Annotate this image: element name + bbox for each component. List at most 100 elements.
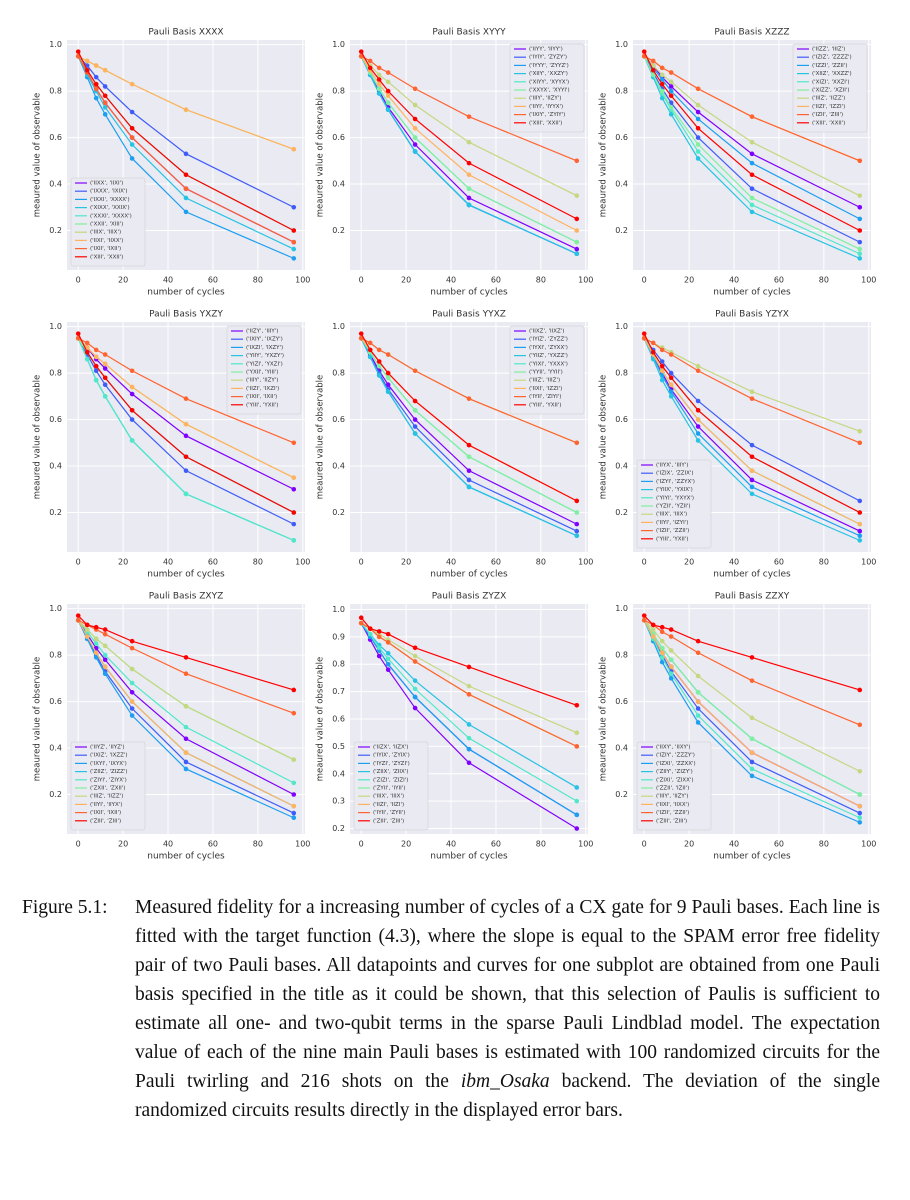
data-point bbox=[291, 810, 297, 816]
y-tick-label: 0.8 bbox=[49, 87, 62, 96]
data-point bbox=[367, 58, 373, 64]
data-point bbox=[749, 209, 755, 215]
data-point bbox=[668, 79, 674, 85]
legend-label: ('IIIZ', 'IIZZ') bbox=[90, 794, 123, 800]
data-point bbox=[84, 634, 90, 639]
data-point bbox=[466, 114, 472, 119]
data-point bbox=[183, 209, 189, 215]
data-point bbox=[291, 803, 297, 809]
data-point bbox=[129, 699, 135, 704]
data-point bbox=[183, 151, 189, 157]
chart-title: Pauli Basis XZZZ bbox=[714, 28, 789, 38]
data-point bbox=[412, 678, 418, 683]
data-point bbox=[385, 370, 391, 376]
legend-label: ('IZZI', 'ZZII') bbox=[812, 63, 847, 69]
data-point bbox=[668, 627, 674, 632]
data-point bbox=[574, 193, 580, 198]
data-point bbox=[93, 86, 99, 92]
data-point bbox=[376, 634, 382, 640]
data-point bbox=[102, 375, 108, 381]
data-point bbox=[650, 67, 656, 73]
data-point bbox=[183, 195, 189, 201]
data-point bbox=[385, 107, 391, 112]
data-point bbox=[376, 86, 382, 92]
data-point bbox=[695, 407, 701, 413]
legend-label: ('IIIY', 'IIZY') bbox=[246, 378, 278, 384]
data-point bbox=[376, 81, 382, 87]
data-point bbox=[358, 331, 364, 336]
data-point bbox=[695, 699, 701, 704]
data-point bbox=[367, 347, 373, 353]
legend-box bbox=[226, 325, 302, 415]
legend-label: ('YIIZ', 'YXZZ') bbox=[529, 353, 568, 359]
x-tick-label: 40 bbox=[729, 840, 739, 849]
y-tick-label: 0.6 bbox=[332, 715, 345, 724]
data-point bbox=[857, 216, 863, 222]
data-point bbox=[102, 671, 108, 676]
data-point bbox=[129, 645, 135, 651]
data-point bbox=[695, 720, 701, 725]
data-point bbox=[695, 363, 701, 369]
legend-label: ('XXXI', 'XXXX') bbox=[90, 213, 132, 219]
data-point bbox=[385, 631, 391, 637]
legend-label: ('IIXX', 'IIXI') bbox=[90, 181, 123, 187]
data-point bbox=[385, 382, 391, 388]
y-tick-label: 0.9 bbox=[332, 632, 345, 641]
data-point bbox=[102, 382, 108, 388]
data-point bbox=[376, 373, 382, 378]
legend-label: ('IIZI', 'IZZI') bbox=[812, 104, 845, 110]
x-tick-label: 20 bbox=[401, 276, 411, 285]
data-point bbox=[376, 653, 382, 659]
data-point bbox=[412, 686, 418, 692]
data-point bbox=[668, 664, 674, 670]
data-point bbox=[695, 650, 701, 656]
data-point bbox=[650, 340, 656, 346]
data-point bbox=[466, 683, 472, 689]
data-point bbox=[376, 65, 382, 71]
legend-label: ('ZIIY', 'ZIZY') bbox=[656, 769, 693, 775]
legend-label: ('IIIX', 'IIIX') bbox=[373, 794, 404, 800]
data-point bbox=[749, 396, 755, 401]
data-point bbox=[129, 125, 135, 131]
data-point bbox=[466, 160, 472, 166]
data-point bbox=[75, 617, 81, 623]
data-point bbox=[857, 428, 863, 434]
data-point bbox=[75, 613, 81, 618]
y-tick-label: 0.8 bbox=[49, 651, 62, 660]
data-point bbox=[668, 112, 674, 117]
data-point bbox=[574, 216, 580, 222]
data-point bbox=[102, 664, 108, 670]
subplot: 0 20 40 60 80 100 0.2 0.4 0.6 0.8 1.0 Pauli Basis Z… bbox=[599, 592, 877, 862]
data-point bbox=[129, 384, 135, 390]
data-point bbox=[183, 491, 189, 497]
caption-body-end: backend. The deviation of the single ran… bbox=[135, 1071, 881, 1121]
legend-label: ('IIYY', 'IIYY') bbox=[529, 47, 563, 53]
data-point bbox=[412, 149, 418, 154]
data-point bbox=[668, 70, 674, 75]
x-tick-label: 100 bbox=[861, 840, 876, 849]
x-axis-label: number of cycles bbox=[430, 570, 508, 580]
data-point bbox=[857, 820, 863, 825]
data-point bbox=[466, 664, 472, 670]
x-tick-label: 100 bbox=[578, 840, 593, 849]
data-point bbox=[412, 86, 418, 92]
legend-label: ('XIIY', 'XXZY') bbox=[529, 71, 568, 77]
data-point bbox=[749, 151, 755, 157]
legend-label: ('IYII', 'ZIYI') bbox=[529, 394, 561, 400]
data-point bbox=[695, 109, 701, 115]
legend-label: ('ZIYI', 'ZIYX') bbox=[90, 777, 127, 783]
data-point bbox=[129, 368, 135, 374]
chart-title: Pauli Basis XYYY bbox=[432, 28, 506, 38]
legend-box bbox=[509, 43, 585, 133]
data-point bbox=[857, 722, 863, 728]
data-point bbox=[129, 417, 135, 422]
data-point bbox=[668, 100, 674, 106]
data-point bbox=[412, 407, 418, 413]
data-point bbox=[466, 484, 472, 490]
data-point bbox=[574, 533, 580, 539]
chart-title: Pauli Basis ZYZX bbox=[432, 592, 507, 602]
data-point bbox=[129, 109, 135, 115]
legend-label: ('ZXII', 'ZXII') bbox=[90, 786, 125, 792]
legend-label: ('IXIZ', 'IXZZ') bbox=[90, 753, 128, 759]
data-point bbox=[659, 347, 665, 353]
